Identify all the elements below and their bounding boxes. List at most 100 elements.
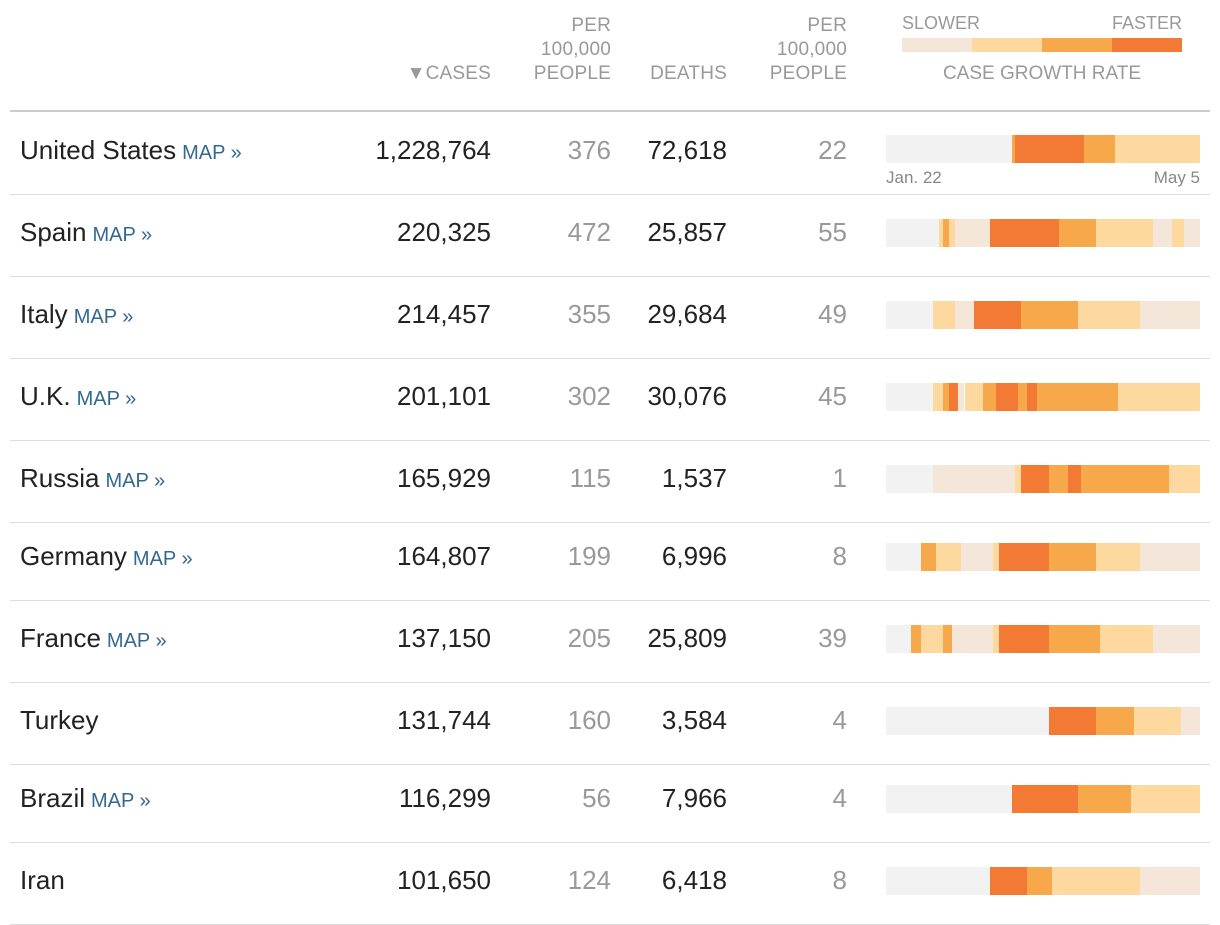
growth-segment (886, 465, 934, 493)
growth-segment (989, 867, 1028, 895)
growth-segment (1152, 543, 1200, 571)
deaths-per-100k-value: 22 (818, 135, 847, 165)
growth-segment (886, 785, 1012, 813)
cases-value: 137,150 (397, 623, 491, 653)
country-name: Spain (20, 217, 87, 247)
growth-segment (999, 625, 1050, 653)
cases-per-100k-value: 199 (567, 541, 611, 571)
growth-segment (1068, 465, 1081, 493)
map-link[interactable]: MAP » (76, 388, 137, 410)
growth-segment (1134, 707, 1182, 735)
cases-value: 116,299 (398, 783, 491, 813)
cases-per-100k-value: 376 (567, 135, 611, 165)
growth-segment (1096, 219, 1153, 247)
growth-rate-strip (886, 785, 1200, 813)
country-cell: Iran (20, 865, 65, 896)
growth-segment (1049, 625, 1100, 653)
growth-segment (1027, 867, 1053, 895)
cases-value: 164,807 (397, 541, 491, 571)
table-row: Iran 101,650 124 6,418 8 (10, 842, 1210, 925)
country-cell: Spain MAP » (20, 217, 152, 248)
growth-segment (1118, 383, 1200, 411)
cases-per-100k-value: 56 (582, 783, 611, 813)
cases-per-100k-value: 124 (567, 865, 611, 895)
country-name: U.K. (20, 381, 71, 411)
growth-segment (964, 383, 984, 411)
deaths-value: 7,966 (661, 783, 727, 813)
growth-segment (995, 383, 1018, 411)
deaths-per-100k-value: 4 (832, 705, 847, 735)
deaths-value: 25,857 (647, 217, 727, 247)
growth-segment (911, 625, 921, 653)
growth-segment (983, 383, 996, 411)
table-row: United States MAP » 1,228,764 376 72,618 22 Ja… (10, 112, 1210, 195)
cases-per-100k-value: 160 (567, 705, 611, 735)
map-link[interactable]: MAP » (92, 224, 153, 246)
country-name: Turkey (20, 705, 99, 735)
growth-segment (886, 383, 934, 411)
map-link[interactable]: MAP » (91, 790, 151, 812)
growth-rate-legend-scale (902, 38, 1182, 52)
growth-segment (992, 625, 1000, 653)
growth-segment (1021, 301, 1078, 329)
table-row: Russia MAP » 165,929 115 1,537 1 (10, 440, 1210, 523)
deaths-per-100k-header[interactable]: PER 100,000 PEOPLE (736, 14, 847, 86)
growth-segment (1171, 219, 1185, 247)
growth-rate-strip (886, 301, 1200, 329)
growth-segment (933, 301, 956, 329)
cases-value: 214,457 (397, 299, 491, 329)
growth-segment (886, 219, 940, 247)
growth-segment (1021, 465, 1050, 493)
deaths-value: 6,996 (661, 541, 727, 571)
deaths-value: 6,418 (661, 865, 727, 895)
legend-swatch-2 (972, 38, 1042, 52)
country-name: United States (20, 135, 177, 165)
growth-segment (951, 625, 993, 653)
growth-segment (1168, 465, 1200, 493)
growth-segment (1096, 707, 1135, 735)
cases-column-header[interactable]: ▼CASES (406, 63, 491, 84)
cases-value: 201,101 (397, 381, 491, 411)
growth-segment (1027, 383, 1037, 411)
legend-swatch-1 (902, 38, 972, 52)
table-row: France MAP » 137,150 205 25,809 39 (10, 600, 1210, 683)
cases-per-100k-header[interactable]: PER 100,000 PEOPLE (500, 14, 611, 86)
growth-segment (999, 543, 1050, 571)
table-row: Turkey 131,744 160 3,584 4 (10, 682, 1210, 765)
growth-segment (942, 219, 949, 247)
growth-segment (955, 219, 990, 247)
header-divider (10, 110, 1210, 112)
country-name: France (20, 623, 101, 653)
growth-segment (948, 219, 956, 247)
legend-title: CASE GROWTH RATE (942, 63, 1142, 84)
growth-rate-strip (886, 135, 1200, 163)
growth-segment (886, 301, 934, 329)
map-link[interactable]: MAP » (105, 470, 166, 492)
deaths-value: 25,809 (647, 623, 727, 653)
deaths-per-header-line2: 100,000 (776, 39, 847, 60)
map-link[interactable]: MAP » (132, 548, 193, 570)
map-link[interactable]: MAP » (182, 142, 242, 164)
growth-segment (1036, 383, 1119, 411)
deaths-column-header[interactable]: DEATHS (650, 63, 727, 84)
growth-segment (1130, 785, 1200, 813)
growth-segment (989, 219, 1059, 247)
deaths-per-header-line3: PEOPLE (769, 63, 847, 84)
growth-segment (1058, 219, 1097, 247)
axis-start-label: Jan. 22 (886, 168, 942, 187)
growth-segment (992, 543, 1000, 571)
growth-segment (920, 625, 943, 653)
growth-segment (886, 625, 912, 653)
legend-swatch-3 (1042, 38, 1112, 52)
map-link[interactable]: MAP » (106, 630, 167, 652)
country-name: Italy (20, 299, 68, 329)
growth-segment (1115, 135, 1200, 163)
deaths-per-100k-value: 8 (832, 541, 847, 571)
deaths-per-100k-value: 39 (818, 623, 847, 653)
axis-end-label: May 5 (1153, 168, 1200, 187)
growth-segment (1049, 707, 1097, 735)
cases-value: 101,650 (397, 865, 491, 895)
map-link[interactable]: MAP » (73, 306, 134, 328)
country-cell: France MAP » (20, 623, 167, 654)
growth-segment (1099, 625, 1153, 653)
